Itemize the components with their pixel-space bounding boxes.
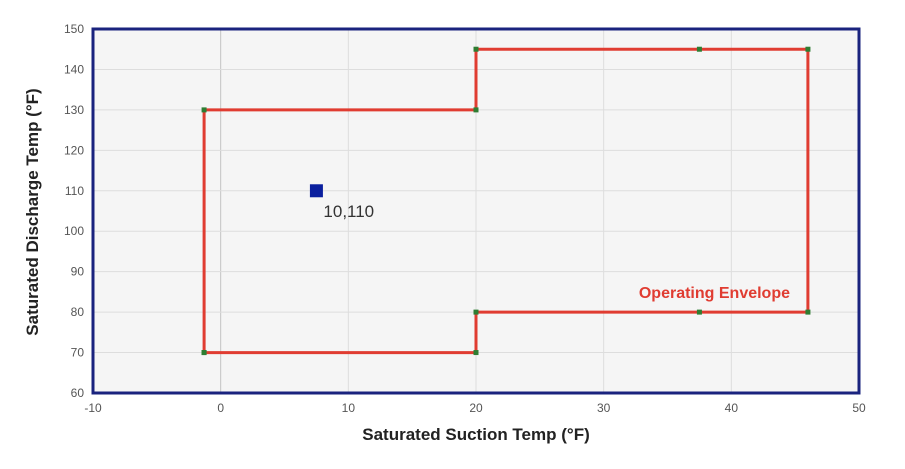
- x-tick-label: 50: [852, 401, 866, 415]
- envelope-vertex-marker: [805, 46, 811, 52]
- operating-point-group: 10,110: [309, 184, 374, 221]
- envelope-vertex-marker: [696, 46, 702, 52]
- envelope-label: Operating Envelope: [639, 285, 790, 302]
- x-tick-label: 10: [342, 401, 356, 415]
- x-tick-label: 30: [597, 401, 611, 415]
- plot-frame: [91, 27, 861, 395]
- y-tick-label: 70: [71, 346, 85, 360]
- x-tick-label: 20: [469, 401, 483, 415]
- y-tick-label: 90: [71, 265, 85, 279]
- tick-labels: -10 0 10 20 30 40 50 60 70 80 90 100 110 120 130 140 150: [64, 22, 866, 415]
- y-tick-label: 100: [64, 224, 84, 238]
- y-tick-label: 140: [64, 62, 84, 76]
- operating-point-label: 10,110: [323, 202, 374, 221]
- operating-envelope: Operating Envelope: [201, 46, 811, 356]
- envelope-vertex-marker: [473, 46, 479, 52]
- envelope-vertex-marker: [473, 107, 479, 113]
- envelope-vertex-marker: [805, 309, 811, 315]
- y-tick-label: 60: [71, 386, 85, 400]
- envelope-vertex-marker: [201, 107, 207, 113]
- envelope-vertex-marker: [473, 350, 479, 356]
- x-tick-label: 0: [217, 401, 224, 415]
- x-tick-label: 40: [725, 401, 739, 415]
- y-axis-title: Saturated Discharge Temp (°F): [23, 88, 42, 335]
- envelope-vertex-marker: [473, 309, 479, 315]
- y-tick-label: 120: [64, 143, 84, 157]
- envelope-vertex-marker: [201, 350, 207, 356]
- y-tick-label: 110: [65, 184, 84, 198]
- y-tick-label: 80: [71, 305, 85, 319]
- y-tick-label: 150: [64, 22, 84, 36]
- x-axis-title: Saturated Suction Temp (°F): [362, 425, 590, 444]
- y-tick-label: 130: [64, 103, 84, 117]
- envelope-vertex-marker: [696, 309, 702, 315]
- operating-point-marker[interactable]: [309, 184, 323, 198]
- x-tick-label: -10: [84, 401, 102, 415]
